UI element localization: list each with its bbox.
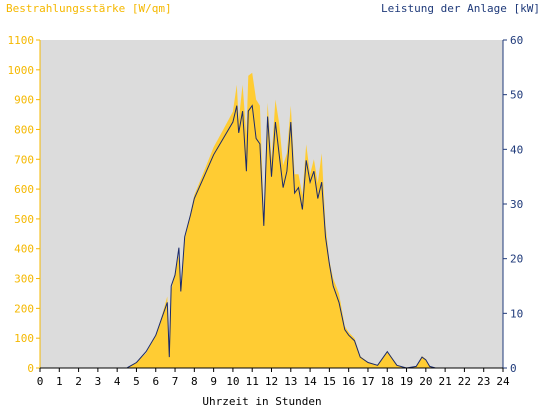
chart-title-right: Leistung der Anlage [kW]: [381, 2, 540, 15]
x-tick-label: 0: [37, 375, 44, 388]
y-right-tick-label: 30: [510, 198, 523, 211]
y-left-tick-label: 600: [14, 183, 34, 196]
y-right-tick-label: 10: [510, 307, 523, 320]
x-tick-label: 5: [133, 375, 140, 388]
y-left-tick-label: 500: [14, 213, 34, 226]
x-tick-label: 18: [381, 375, 394, 388]
y-right-tick-label: 20: [510, 253, 523, 266]
x-tick-label: 11: [246, 375, 259, 388]
x-tick-label: 10: [226, 375, 239, 388]
x-axis-label: Uhrzeit in Stunden: [202, 395, 321, 408]
y-left-tick-label: 800: [14, 123, 34, 136]
y-left-tick-label: 0: [27, 362, 34, 375]
x-tick-label: 2: [75, 375, 82, 388]
x-tick-label: 8: [191, 375, 198, 388]
x-tick-label: 12: [265, 375, 278, 388]
x-tick-label: 14: [303, 375, 317, 388]
x-tick-label: 16: [342, 375, 355, 388]
y-right-tick-label: 40: [510, 143, 523, 156]
y-right-tick-label: 60: [510, 34, 523, 47]
x-tick-label: 4: [114, 375, 121, 388]
y-left-tick-label: 1000: [8, 64, 35, 77]
series-power-line: [40, 104, 503, 369]
x-tick-label: 13: [284, 375, 297, 388]
series-irradiance-area: [40, 72, 503, 369]
y-right-tick-label: 50: [510, 89, 523, 102]
y-left-tick-label: 900: [14, 94, 34, 107]
x-tick-label: 7: [172, 375, 179, 388]
y-left-tick-label: 200: [14, 302, 34, 315]
x-tick-label: 17: [361, 375, 374, 388]
x-tick-label: 22: [458, 375, 471, 388]
y-left-tick-label: 700: [14, 153, 34, 166]
x-tick-label: 24: [496, 375, 510, 388]
y-left-tick-label: 300: [14, 273, 34, 286]
x-tick-label: 6: [152, 375, 159, 388]
y-right-tick-label: 0: [510, 362, 517, 375]
y-left-tick-label: 400: [14, 243, 34, 256]
x-tick-label: 9: [210, 375, 217, 388]
x-tick-label: 20: [419, 375, 432, 388]
chart-title-left: Bestrahlungsstärke [W/qm]: [6, 2, 172, 15]
x-tick-label: 23: [477, 375, 490, 388]
x-tick-label: 3: [95, 375, 102, 388]
y-left-tick-label: 100: [14, 332, 34, 345]
x-tick-label: 15: [323, 375, 336, 388]
x-tick-label: 21: [439, 375, 452, 388]
x-tick-label: 19: [400, 375, 413, 388]
y-left-tick-label: 1100: [8, 34, 35, 47]
x-tick-label: 1: [56, 375, 63, 388]
